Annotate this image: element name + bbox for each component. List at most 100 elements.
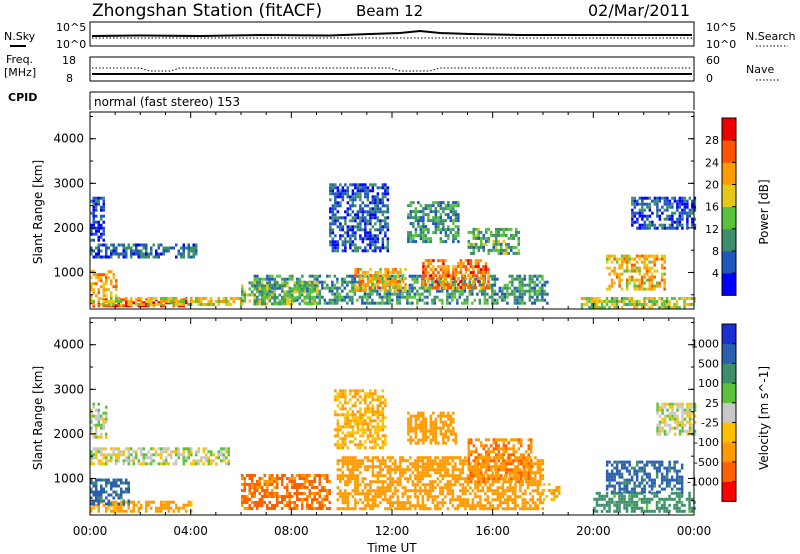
data-cell	[190, 447, 193, 451]
data-cell	[412, 222, 415, 226]
data-cell	[464, 459, 467, 463]
data-cell	[344, 401, 347, 405]
data-cell	[379, 225, 382, 229]
data-cell	[496, 277, 499, 281]
data-cell	[429, 495, 432, 499]
data-cell	[422, 213, 425, 217]
data-cell	[185, 301, 188, 305]
data-cell	[534, 507, 537, 511]
data-cell	[293, 477, 296, 480]
data-cell	[456, 504, 460, 508]
data-cell	[661, 196, 664, 200]
data-cell	[511, 471, 515, 475]
data-cell	[509, 456, 512, 460]
data-cell	[449, 216, 453, 220]
data-cell	[585, 303, 589, 306]
data-cell	[598, 297, 601, 300]
data-cell	[487, 277, 490, 281]
data-cell	[511, 292, 514, 296]
data-cell	[102, 202, 105, 206]
data-cell	[407, 204, 410, 208]
data-cell	[276, 286, 279, 290]
data-cell	[484, 265, 488, 269]
data-cell	[391, 292, 394, 296]
data-cell	[386, 483, 390, 487]
scatter-region	[241, 281, 319, 306]
data-cell	[434, 429, 438, 433]
data-cell	[528, 283, 532, 287]
data-cell	[518, 301, 522, 305]
scatter-region	[407, 201, 460, 244]
data-cell	[381, 201, 385, 205]
data-cell	[419, 237, 423, 241]
data-cell	[518, 295, 522, 299]
data-cell	[167, 300, 170, 303]
data-cell	[656, 202, 659, 206]
data-cell	[125, 478, 128, 482]
data-cell	[344, 249, 347, 253]
data-cell	[115, 282, 118, 286]
data-cell	[646, 226, 649, 230]
data-cell	[371, 183, 375, 187]
data-cell	[112, 303, 115, 306]
data-cell	[459, 468, 462, 472]
data-cell	[187, 500, 190, 504]
data-cell	[646, 223, 649, 227]
data-cell	[155, 252, 158, 256]
data-cell	[633, 214, 637, 218]
data-cell	[122, 499, 125, 503]
data-cell	[643, 214, 647, 218]
data-cell	[374, 425, 377, 429]
data-cell	[343, 298, 347, 302]
data-cell	[506, 295, 509, 299]
data-cell	[486, 495, 490, 499]
data-cell	[369, 440, 372, 444]
data-cell	[411, 289, 414, 293]
data-cell	[298, 492, 301, 495]
data-cell	[512, 233, 515, 237]
data-cell	[386, 507, 390, 511]
data-cell	[276, 477, 279, 480]
data-cell	[92, 273, 95, 277]
data-cell	[467, 262, 470, 266]
data-cell	[175, 255, 178, 259]
data-cell	[346, 425, 350, 429]
data-cell	[258, 287, 261, 291]
data-cell	[464, 507, 467, 511]
data-cell	[477, 462, 480, 466]
data-cell	[308, 492, 311, 495]
data-cell	[509, 474, 512, 478]
data-cell	[92, 462, 95, 466]
data-cell	[369, 207, 372, 211]
data-cell	[417, 234, 420, 238]
data-cell	[490, 248, 493, 252]
data-cell	[454, 498, 457, 502]
data-cell	[623, 300, 626, 303]
data-cell	[102, 453, 105, 457]
data-cell	[467, 239, 470, 243]
data-cell	[369, 268, 372, 271]
data-cell	[115, 279, 118, 283]
data-cell	[434, 471, 437, 475]
data-cell	[344, 498, 347, 502]
scatter-region	[90, 243, 198, 259]
data-cell	[486, 298, 489, 302]
data-cell	[426, 465, 430, 469]
data-cell	[351, 286, 354, 290]
data-cell	[110, 484, 113, 488]
data-cell	[336, 431, 340, 435]
data-cell	[364, 189, 367, 193]
data-cell	[655, 257, 659, 261]
data-cell	[339, 413, 342, 417]
data-cell	[643, 202, 647, 206]
data-cell	[416, 289, 419, 293]
data-cell	[145, 243, 148, 247]
data-cell	[356, 477, 360, 481]
data-cell	[329, 210, 332, 214]
data-cell	[341, 459, 345, 463]
noise-right-label: N.Search	[746, 30, 796, 43]
data-cell	[379, 428, 382, 432]
data-cell	[539, 477, 542, 481]
data-cell	[167, 453, 170, 457]
data-cell	[374, 240, 377, 244]
